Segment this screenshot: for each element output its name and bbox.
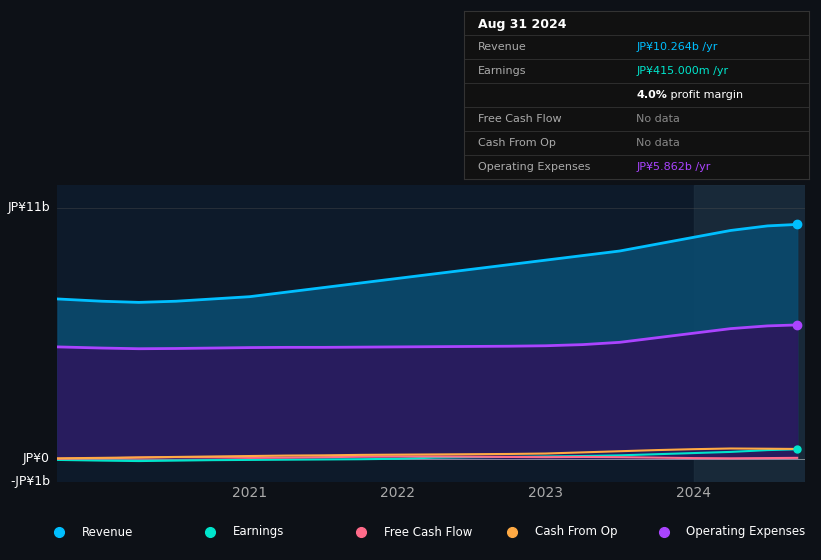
Text: Free Cash Flow: Free Cash Flow	[384, 525, 472, 539]
Text: JP¥5.862b /yr: JP¥5.862b /yr	[636, 162, 711, 172]
Bar	[694, 185, 805, 482]
Text: Earnings: Earnings	[478, 66, 526, 76]
Text: JP¥11b: JP¥11b	[7, 201, 50, 214]
Text: Free Cash Flow: Free Cash Flow	[478, 114, 562, 124]
Text: Operating Expenses: Operating Expenses	[478, 162, 590, 172]
Text: JP¥10.264b /yr: JP¥10.264b /yr	[636, 42, 718, 52]
Text: Revenue: Revenue	[478, 42, 526, 52]
Text: 4.0%: 4.0%	[636, 90, 667, 100]
Text: Revenue: Revenue	[82, 525, 133, 539]
Text: Earnings: Earnings	[233, 525, 284, 539]
Text: Aug 31 2024: Aug 31 2024	[478, 18, 566, 31]
Text: Cash From Op: Cash From Op	[535, 525, 617, 539]
Text: profit margin: profit margin	[667, 90, 744, 100]
Text: No data: No data	[636, 114, 680, 124]
Text: JP¥415.000m /yr: JP¥415.000m /yr	[636, 66, 728, 76]
Text: Operating Expenses: Operating Expenses	[686, 525, 805, 539]
Text: -JP¥1b: -JP¥1b	[10, 475, 50, 488]
Text: Cash From Op: Cash From Op	[478, 138, 556, 148]
Text: No data: No data	[636, 138, 680, 148]
Text: JP¥0: JP¥0	[23, 452, 50, 465]
